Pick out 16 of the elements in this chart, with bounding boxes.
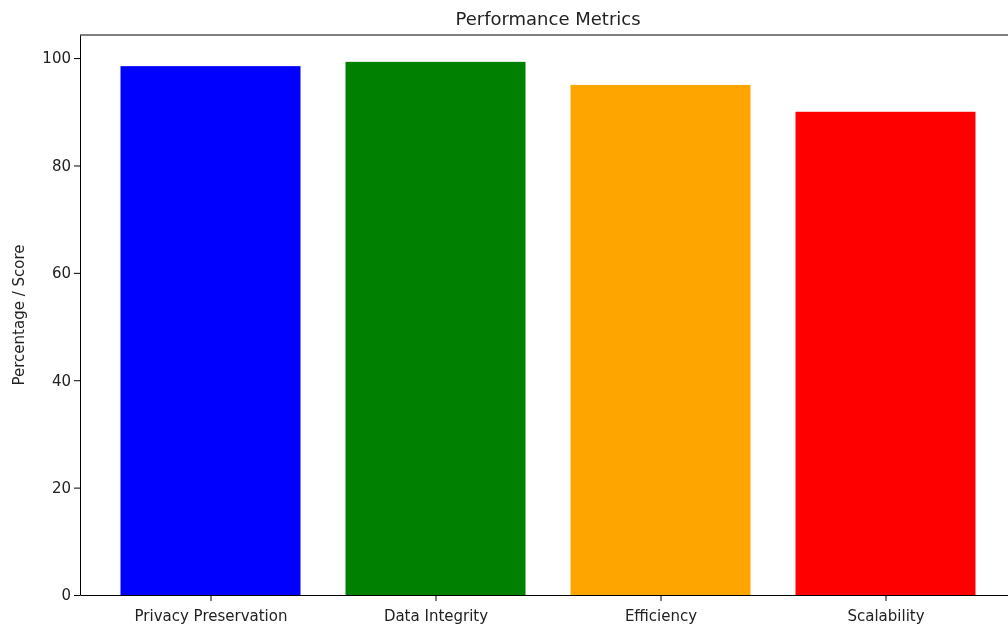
bar <box>795 111 976 595</box>
y-tick-label: 80 <box>51 156 71 175</box>
x-tick-label: Privacy Preservation <box>134 606 288 625</box>
y-axis-title: Percentage / Score <box>10 244 28 386</box>
chart-title: Performance Metrics <box>455 8 641 29</box>
y-tick-label: 60 <box>51 264 71 283</box>
y-tick-label: 0 <box>61 586 71 605</box>
y-tick-label: 40 <box>51 371 71 390</box>
bar <box>120 66 301 595</box>
x-tick-label: Scalability <box>847 606 925 625</box>
y-tick-label: 100 <box>42 49 71 68</box>
bar <box>570 84 751 595</box>
x-tick-label: Efficiency <box>624 606 698 625</box>
x-tick-label: Data Integrity <box>383 606 489 625</box>
bar <box>345 61 526 595</box>
y-tick-label: 20 <box>51 478 71 497</box>
